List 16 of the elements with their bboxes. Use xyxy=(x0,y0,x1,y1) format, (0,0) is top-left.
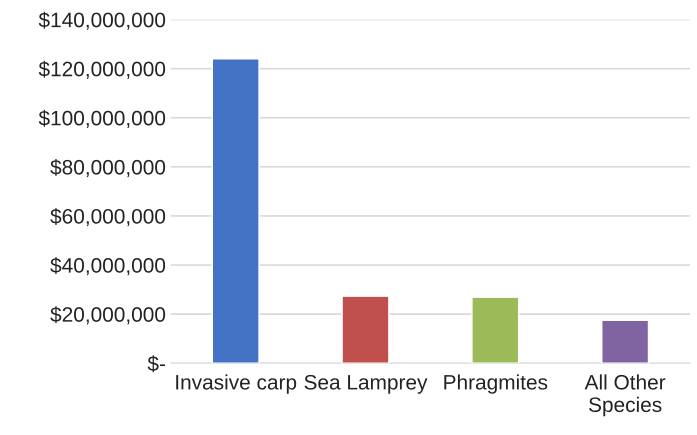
x-tick-label: Phragmites xyxy=(444,374,548,394)
y-tick-label: $80,000,000 xyxy=(50,158,166,178)
x-tick-label: All Other Species xyxy=(584,374,666,416)
y-tick-label: $100,000,000 xyxy=(38,110,166,128)
x-tick-label: Invasive carp xyxy=(176,374,296,394)
bar xyxy=(471,296,520,364)
y-tick-label: $20,000,000 xyxy=(50,306,166,324)
bar xyxy=(341,296,390,364)
bar xyxy=(601,320,650,364)
bar xyxy=(212,58,260,364)
y-tick-label: $40,000,000 xyxy=(50,257,166,276)
x-tick-label: Sea Lamprey xyxy=(304,374,428,394)
y-tick-label: $120,000,000 xyxy=(38,60,166,79)
y-tick-label: $- xyxy=(148,355,165,372)
y-tick-label: $60,000,000 xyxy=(50,208,166,226)
y-tick-label: $140,000,000 xyxy=(38,12,166,30)
